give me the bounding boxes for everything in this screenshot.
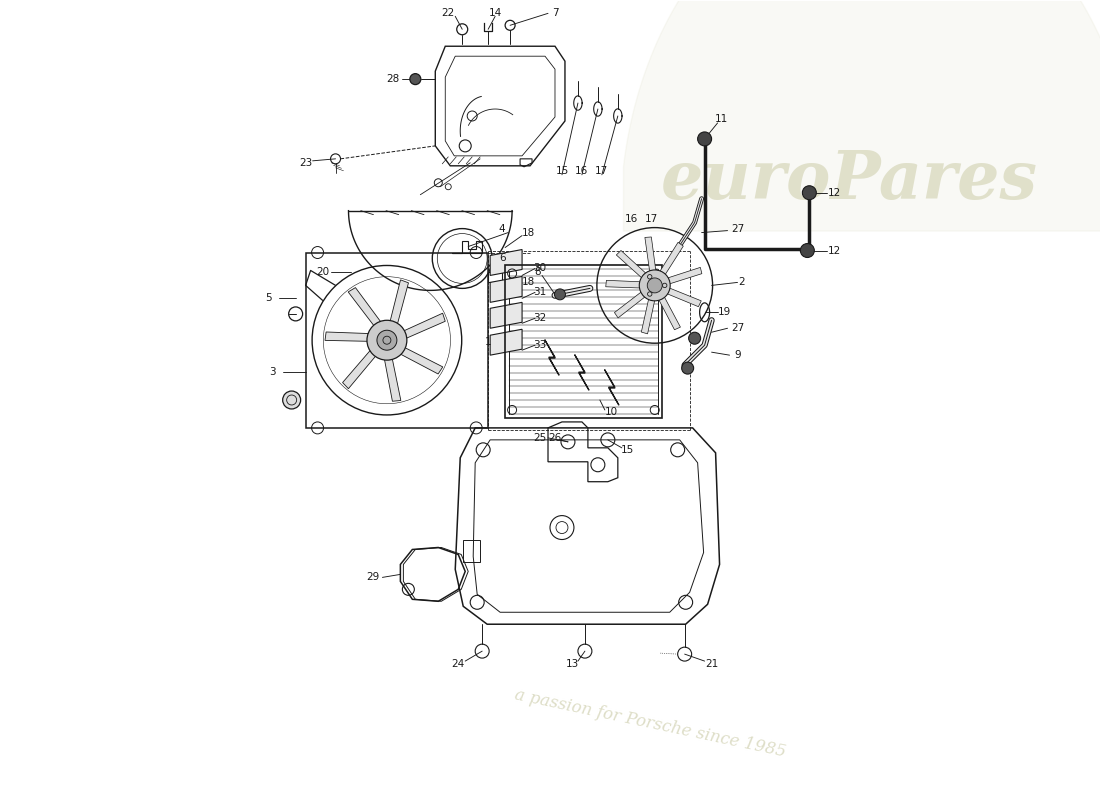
Text: 21: 21 — [705, 659, 718, 669]
Text: 17: 17 — [645, 214, 659, 224]
Text: 32: 32 — [534, 314, 547, 323]
Text: 27: 27 — [730, 323, 745, 334]
Circle shape — [554, 289, 565, 300]
Circle shape — [647, 278, 662, 293]
Text: 30: 30 — [534, 263, 547, 274]
Text: 25: 25 — [534, 433, 547, 443]
Text: 3: 3 — [270, 367, 276, 377]
Circle shape — [367, 320, 407, 360]
Circle shape — [801, 243, 814, 258]
Text: 4: 4 — [498, 223, 505, 234]
Text: 13: 13 — [565, 659, 579, 669]
Text: 12: 12 — [827, 246, 840, 255]
Text: 26: 26 — [549, 433, 562, 443]
Circle shape — [410, 74, 421, 85]
Text: a passion for Porsche since 1985: a passion for Porsche since 1985 — [513, 686, 786, 761]
Text: 15: 15 — [556, 166, 569, 176]
Polygon shape — [396, 346, 443, 374]
Text: 6: 6 — [498, 254, 505, 263]
Text: euroPares: euroPares — [661, 148, 1037, 214]
Polygon shape — [491, 330, 522, 355]
Text: 27: 27 — [730, 223, 745, 234]
Text: 31: 31 — [534, 287, 547, 298]
Polygon shape — [384, 354, 400, 402]
Text: 9: 9 — [734, 350, 740, 360]
Polygon shape — [402, 314, 446, 340]
Text: 19: 19 — [718, 307, 732, 318]
Text: 18: 18 — [521, 278, 535, 287]
Text: 11: 11 — [715, 114, 728, 124]
Text: 17: 17 — [595, 166, 608, 176]
Text: 15: 15 — [621, 445, 635, 455]
Polygon shape — [324, 332, 373, 342]
Circle shape — [682, 362, 694, 374]
Circle shape — [689, 332, 701, 344]
Polygon shape — [349, 287, 384, 327]
Circle shape — [802, 186, 816, 200]
Polygon shape — [606, 280, 646, 288]
Text: 33: 33 — [534, 340, 547, 350]
Text: 7: 7 — [552, 8, 559, 18]
Polygon shape — [616, 250, 650, 280]
Polygon shape — [491, 277, 522, 302]
Polygon shape — [389, 280, 408, 329]
Polygon shape — [342, 346, 377, 389]
Polygon shape — [491, 250, 522, 275]
Text: 23: 23 — [299, 158, 312, 168]
Text: 12: 12 — [827, 188, 840, 198]
Polygon shape — [491, 302, 522, 328]
Text: 2: 2 — [738, 278, 745, 287]
Polygon shape — [664, 267, 702, 286]
Text: 8: 8 — [535, 267, 541, 278]
Circle shape — [283, 391, 300, 409]
Text: 20: 20 — [316, 267, 329, 278]
Text: 22: 22 — [441, 8, 455, 18]
Polygon shape — [641, 294, 656, 334]
Polygon shape — [657, 294, 681, 330]
Polygon shape — [645, 237, 657, 275]
Text: 16: 16 — [625, 214, 638, 224]
Text: 14: 14 — [488, 8, 502, 18]
Circle shape — [697, 132, 712, 146]
Polygon shape — [658, 242, 683, 279]
Text: 10: 10 — [605, 407, 618, 417]
Circle shape — [377, 330, 397, 350]
Text: 5: 5 — [265, 294, 272, 303]
Text: 29: 29 — [366, 572, 379, 582]
Text: 16: 16 — [575, 166, 589, 176]
Text: 1: 1 — [485, 338, 492, 347]
Text: 18: 18 — [521, 227, 535, 238]
Polygon shape — [662, 287, 702, 306]
Text: 28: 28 — [386, 74, 399, 84]
Text: 24: 24 — [452, 659, 465, 669]
Polygon shape — [615, 289, 648, 318]
Circle shape — [639, 270, 670, 301]
